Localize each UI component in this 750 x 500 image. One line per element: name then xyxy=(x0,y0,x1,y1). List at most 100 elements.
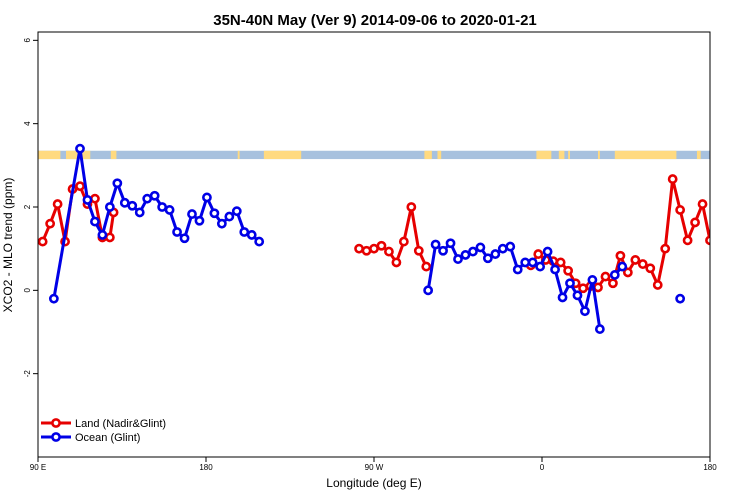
ocean-point xyxy=(239,227,250,237)
ocean-point xyxy=(75,143,85,154)
y-axis-label: XCO2 - MLO trend (ppm) xyxy=(1,178,15,313)
land-point xyxy=(533,249,544,259)
y-tick-label: 2 xyxy=(23,204,32,209)
ocean-point xyxy=(535,261,546,272)
ocean-point xyxy=(527,257,538,268)
land-point xyxy=(630,255,641,265)
land-point xyxy=(608,278,618,289)
land-point xyxy=(593,282,603,293)
ocean-point xyxy=(216,218,227,229)
ocean-point xyxy=(733,145,740,152)
ocean-point xyxy=(164,205,175,215)
ocean-point xyxy=(460,250,471,260)
x-tick-label: 90 W xyxy=(365,463,384,472)
land-point xyxy=(675,205,686,215)
ocean-point xyxy=(557,292,568,303)
land-point xyxy=(667,174,678,184)
ocean-point xyxy=(149,190,160,201)
land-point xyxy=(354,243,364,254)
land-point xyxy=(45,218,56,229)
land-series xyxy=(38,174,750,294)
ocean-point xyxy=(224,211,235,222)
land-band-segment xyxy=(424,150,432,160)
land-point xyxy=(384,246,394,257)
ocean-point xyxy=(172,227,182,237)
land-band-segment xyxy=(568,150,570,160)
land-band-segment xyxy=(696,150,701,160)
ocean-point xyxy=(97,230,108,240)
ocean-point xyxy=(550,264,560,275)
ocean-series xyxy=(48,143,750,334)
land-point xyxy=(744,234,750,241)
land-band-segment xyxy=(598,150,600,160)
ocean-point xyxy=(179,233,190,244)
land-point xyxy=(714,185,721,192)
land-point xyxy=(413,245,424,256)
ocean-point xyxy=(246,230,257,240)
land-point xyxy=(421,261,432,272)
legend-item-ocean: Ocean (Glint) xyxy=(41,432,140,444)
x-axis-label: Longitude (deg E) xyxy=(326,476,421,490)
y-tick-label: 6 xyxy=(23,38,32,43)
ocean-point xyxy=(142,193,153,204)
ocean-point xyxy=(48,293,59,304)
ocean-point xyxy=(565,278,575,289)
x-tick-label: 180 xyxy=(703,463,717,472)
x-tick-label: 0 xyxy=(540,463,545,472)
x-tick-label: 90 E xyxy=(30,463,46,472)
ocean-point xyxy=(580,306,590,317)
ocean-point xyxy=(231,206,242,217)
ocean-point xyxy=(520,257,531,268)
ocean-point xyxy=(468,246,478,257)
ocean-point xyxy=(512,264,523,275)
y-tick-label: 4 xyxy=(23,121,32,126)
land-band-segment xyxy=(558,150,565,160)
ocean-point xyxy=(542,246,553,257)
land-point xyxy=(361,245,372,256)
land-point xyxy=(705,235,710,246)
land-point xyxy=(682,235,693,246)
ocean-point xyxy=(90,216,100,227)
chart-title: 35N-40N May (Ver 9) 2014-09-06 to 2020-0… xyxy=(213,12,537,29)
land-point xyxy=(600,271,611,282)
ocean-series-line xyxy=(52,147,261,299)
ocean-point xyxy=(82,195,93,205)
ocean-point xyxy=(423,285,434,296)
land-band-segment xyxy=(110,150,117,160)
axes: 90 E 180 90 W 0 180 -2 0 2 4 6 xyxy=(23,38,717,472)
ocean-point xyxy=(617,261,628,272)
land-point xyxy=(729,200,736,207)
ocean-point xyxy=(134,207,145,218)
ocean-point xyxy=(104,202,115,212)
ocean-point xyxy=(675,293,686,304)
legend-label: Ocean (Glint) xyxy=(75,432,140,444)
land-point xyxy=(721,183,728,190)
ocean-point xyxy=(187,209,197,219)
ocean-series-line xyxy=(736,149,750,235)
ocean-point xyxy=(497,243,508,254)
land-ocean-band xyxy=(38,150,710,160)
ocean-point xyxy=(594,324,605,334)
land-point xyxy=(75,181,85,192)
land-point xyxy=(391,257,402,268)
y-tick-label: 0 xyxy=(23,288,32,293)
land-point xyxy=(622,267,633,278)
land-point xyxy=(578,283,588,294)
ocean-point xyxy=(482,253,493,264)
legend: Land (Nadir&Glint) Ocean (Glint) xyxy=(41,418,166,444)
ocean-point xyxy=(209,208,220,219)
ocean-point xyxy=(112,178,123,189)
land-point xyxy=(90,193,100,204)
land-band-segment xyxy=(263,150,302,160)
land-band-segment xyxy=(38,150,61,160)
ocean-point xyxy=(453,254,463,264)
legend-label: Land (Nadir&Glint) xyxy=(75,418,166,430)
land-point xyxy=(398,236,409,247)
land-point xyxy=(563,265,574,276)
land-series-line xyxy=(358,205,428,268)
x-tick-label: 180 xyxy=(199,463,213,472)
land-point xyxy=(376,240,387,251)
series-layer xyxy=(38,143,750,334)
ocean-point xyxy=(254,236,265,247)
